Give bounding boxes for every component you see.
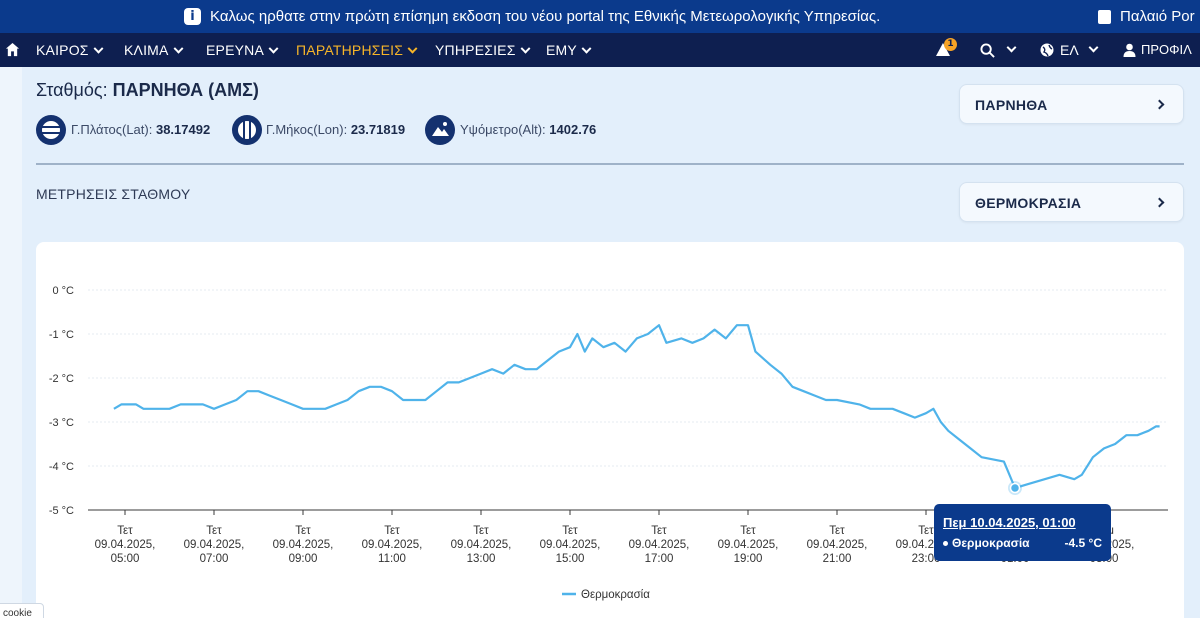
notification-badge: 1: [944, 38, 957, 51]
x-tick-label: 09.04.2025,: [95, 539, 156, 551]
chevron-down-icon: [407, 43, 418, 54]
x-tick-label: 09.04.2025,: [540, 539, 601, 551]
x-tick-label: Τετ: [295, 525, 311, 537]
x-tick-label: 21:00: [823, 553, 852, 565]
measurements-title: ΜΕΤΡΗΣΕΙΣ ΣΤΑΘΜΟΥ: [36, 186, 191, 202]
chevron-down-icon[interactable]: [1006, 42, 1017, 53]
nav-item-services[interactable]: ΥΠΗΡΕΣΙΕΣ: [435, 42, 531, 58]
highlight-point: [1009, 482, 1021, 494]
x-tick-label: 19:00: [734, 553, 763, 565]
nav-item-emy[interactable]: ΕΜΥ: [546, 42, 592, 58]
chevron-down-icon: [93, 43, 104, 54]
user-icon[interactable]: [1123, 43, 1136, 57]
chevron-right-icon: [1154, 99, 1165, 110]
tooltip-date: Πεμ 10.04.2025, 01:00: [943, 515, 1076, 530]
x-tick-label: Τετ: [651, 525, 667, 537]
chevron-down-icon[interactable]: [1088, 42, 1099, 53]
x-tick-label: 09.04.2025,: [362, 539, 423, 551]
info-icon: i: [184, 8, 201, 25]
tooltip-series: Θερμοκρασία: [952, 536, 1030, 550]
y-tick-label: -4 °C: [49, 461, 74, 473]
chevron-down-icon: [581, 43, 592, 54]
x-tick-label: 09.04.2025,: [718, 539, 779, 551]
chevron-right-icon: [1154, 197, 1165, 208]
x-tick-label: Τετ: [206, 525, 222, 537]
home-icon[interactable]: [5, 42, 20, 57]
y-tick-label: -1 °C: [49, 329, 74, 341]
x-tick-label: 07:00: [200, 553, 229, 565]
nav-item-observations[interactable]: ΠΑΡΑΤΗΡΗΣΕΙΣ: [296, 42, 418, 58]
bell-icon[interactable]: [934, 41, 952, 59]
globe-icon[interactable]: [1040, 43, 1054, 57]
x-tick-label: 09.04.2025,: [807, 539, 868, 551]
x-tick-label: 09:00: [289, 553, 318, 565]
x-tick-label: Τετ: [740, 525, 756, 537]
station-title: Σταθμός: ΠΑΡΝΗΘΑ (ΑΜΣ): [36, 80, 259, 100]
latitude-text: Γ.Πλάτος(Lat): 38.17492: [71, 122, 211, 137]
x-tick-label: 05:00: [111, 553, 140, 565]
chart-card: 0 °C -1 °C -2 °C -3 °C -4 °C -5 °C Τετ 09.04.20…: [36, 242, 1184, 618]
longitude-icon: [232, 115, 262, 145]
altitude-icon: [425, 115, 455, 145]
search-icon[interactable]: [980, 43, 995, 58]
x-tick-label: 09.04.2025,: [273, 539, 334, 551]
y-tick-label: -5 °C: [49, 505, 74, 517]
station-select[interactable]: ΠΑΡΝΗΘΑ: [959, 84, 1184, 124]
x-tick-label: 09.04.2025,: [629, 539, 690, 551]
y-tick-label: -2 °C: [49, 373, 74, 385]
chevron-down-icon: [173, 43, 184, 54]
x-tick-label: Τετ: [918, 525, 934, 537]
longitude-text: Γ.Μήκος(Lon): 23.71819: [266, 122, 406, 137]
document-icon[interactable]: [1098, 10, 1111, 24]
tooltip-bullet: [943, 541, 948, 546]
main-nav: ΚΑΙΡΟΣ ΚΛΙΜΑ ΕΡΕΥΝΑ ΠΑΡΑΤΗΡΗΣΕΙΣ ΥΠΗΡΕΣΙ…: [0, 33, 1200, 67]
legend-label: Θερμοκρασία: [581, 589, 650, 601]
x-tick-label: Τετ: [562, 525, 578, 537]
x-tick-label: 09.04.2025,: [451, 539, 512, 551]
temperature-line: [113, 324, 1160, 490]
chart-tooltip: Πεμ 10.04.2025, 01:00 Θερμοκρασία -4.5 °…: [934, 504, 1111, 561]
left-strip: [0, 67, 22, 618]
x-tick-label: 09.04.2025,: [184, 539, 245, 551]
tooltip-value: -4.5 °C: [1064, 536, 1102, 550]
x-tick-label: Τετ: [117, 525, 133, 537]
announcement-message: Καλως ηρθατε στην πρώτη επίσημη εκδοση τ…: [210, 8, 881, 25]
nav-item-research[interactable]: ΕΡΕΥΝΑ: [206, 42, 279, 58]
announcement-bar: i Καλως ηρθατε στην πρώτη επίσημη εκδοση…: [0, 0, 1200, 33]
nav-item-climate[interactable]: ΚΛΙΜΑ: [124, 42, 184, 58]
x-tick-label: 17:00: [645, 553, 674, 565]
altitude-text: Υψόμετρο(Alt): 1402.76: [460, 122, 597, 137]
nav-item-weather[interactable]: ΚΑΙΡΟΣ: [36, 42, 104, 58]
latitude-icon: [36, 115, 66, 145]
x-tick-label: Τετ: [384, 525, 400, 537]
y-tick-label: -3 °C: [49, 417, 74, 429]
x-tick-label: 15:00: [556, 553, 585, 565]
x-tick-label: 13:00: [467, 553, 496, 565]
x-tick-label: Τετ: [829, 525, 845, 537]
parameter-select[interactable]: ΘΕΡΜΟΚΡΑΣΙΑ: [959, 182, 1184, 222]
x-tick-label: 11:00: [378, 553, 406, 565]
cookie-button[interactable]: cookie: [0, 603, 44, 618]
profile-link[interactable]: ΠΡΟΦΙΛ: [1141, 42, 1192, 57]
station-name: ΠΑΡΝΗΘΑ (ΑΜΣ): [112, 80, 259, 100]
x-tick-label: Τετ: [473, 525, 489, 537]
x-tick-label: 23:00: [912, 553, 941, 565]
divider: [36, 163, 1184, 165]
y-tick-label: 0 °C: [52, 285, 74, 297]
chevron-down-icon: [268, 43, 279, 54]
old-portal-link[interactable]: Παλαιό Por: [1120, 8, 1195, 25]
temperature-chart: 0 °C -1 °C -2 °C -3 °C -4 °C -5 °C Τετ 09.04.20…: [49, 285, 1168, 601]
language-selector[interactable]: ΕΛ: [1060, 42, 1079, 58]
chevron-down-icon: [520, 43, 531, 54]
